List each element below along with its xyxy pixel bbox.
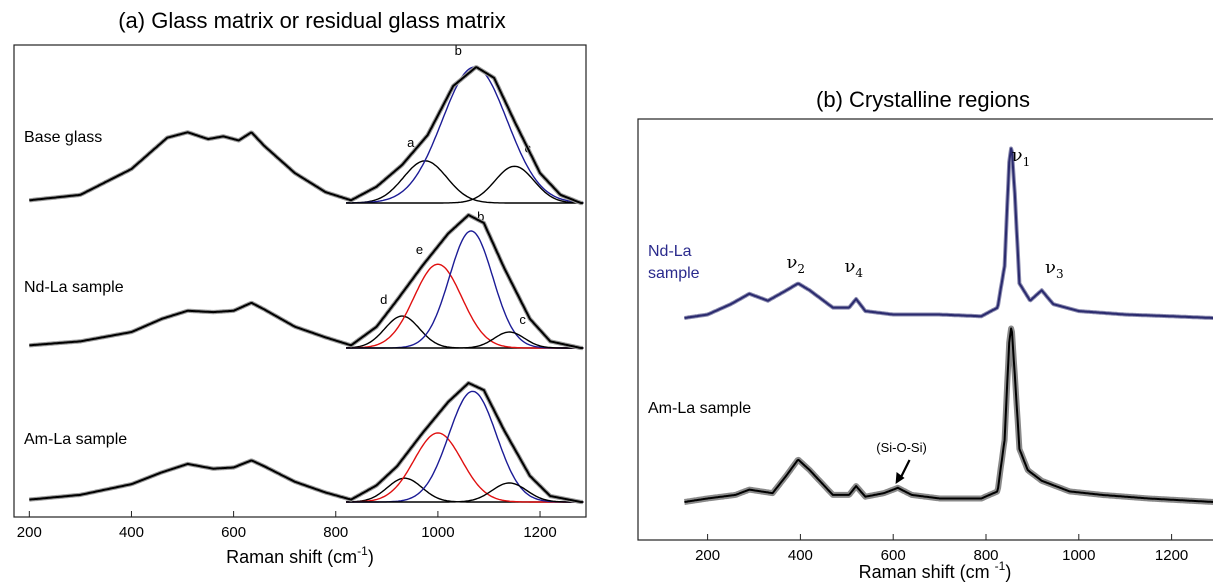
panel-a-spectrum-line bbox=[29, 382, 583, 503]
panel-a-band-label: c bbox=[519, 312, 526, 327]
panel-a-tick-label: 600 bbox=[221, 524, 246, 541]
panel-b-series-label: sample bbox=[648, 265, 700, 282]
panel-a-tick-label: 800 bbox=[323, 524, 348, 541]
panel-a-title: (a) Glass matrix or residual glass matri… bbox=[118, 8, 506, 33]
panel-b-mode-label: ν1 bbox=[1012, 145, 1031, 169]
panel-b-annotation-arrowhead bbox=[895, 472, 905, 484]
panel-a-band-curve bbox=[346, 482, 584, 503]
panel-b-spectrum-halo bbox=[682, 325, 1213, 505]
panel-b-series-label: Am-La sample bbox=[648, 400, 751, 417]
panel-a-tick-label: 200 bbox=[17, 524, 42, 541]
panel-a-x-axis-label: Raman shift (cm-1) bbox=[226, 544, 374, 567]
panel-b-mode-subscript: 1 bbox=[1023, 155, 1031, 169]
panel-a-spectrum-line bbox=[29, 66, 583, 204]
panel-b-tick-label: 600 bbox=[881, 547, 906, 564]
panel-a-tick-label: 400 bbox=[119, 524, 144, 541]
panel-b-mode-symbol: ν bbox=[844, 256, 855, 277]
panel-a-band-curve bbox=[346, 230, 584, 349]
panel-b-series-label: Nd-La bbox=[648, 243, 692, 260]
panel-b-mode-symbol: ν bbox=[1012, 145, 1023, 166]
panel-a-spectrum-line bbox=[29, 214, 583, 349]
panel-b-title: (b) Crystalline regions bbox=[816, 87, 1030, 112]
panel-a-band-label: b bbox=[477, 209, 484, 224]
panel-b-annotation-label: (Si-O-Si) bbox=[876, 440, 927, 455]
panel-b-spectrum-line bbox=[684, 147, 1213, 319]
panel-a-band-label: d bbox=[380, 292, 387, 307]
panel-b-mode-subscript: 4 bbox=[855, 266, 863, 280]
panel-a-frame bbox=[13, 44, 587, 518]
panel-b-mode-label: ν3 bbox=[1045, 257, 1064, 281]
panel-a-band-label: b bbox=[455, 43, 462, 58]
panel-a-x-ticks: 200 400 600 800 1000 1200 bbox=[17, 511, 557, 541]
panel-a-band-curve bbox=[346, 66, 584, 204]
panel-b-x-axis-label-superscript: -1 bbox=[995, 559, 1006, 573]
panel-b-spectrum-halo bbox=[683, 146, 1213, 320]
panel-b-mode-subscript: 3 bbox=[1056, 267, 1064, 281]
panel-b-x-ticks: 200 400 600 800 1000 1200 bbox=[695, 534, 1188, 564]
panel-a-band-curve bbox=[346, 165, 584, 204]
panel-a-series-label: Am-La sample bbox=[24, 431, 127, 448]
panel-b-tick-label: 400 bbox=[788, 547, 813, 564]
panel-a-band-label: a bbox=[407, 135, 415, 150]
panel-a-band-curve bbox=[346, 331, 584, 349]
panel-a-band-curve bbox=[346, 160, 584, 204]
panel-a-spectrum-halo bbox=[28, 65, 584, 206]
panel-a-tick-label: 1000 bbox=[421, 524, 454, 541]
panel-b-tick-label: 200 bbox=[695, 547, 720, 564]
panel-b-tick-label: 800 bbox=[973, 547, 998, 564]
panel-a-band-curve bbox=[346, 390, 584, 503]
panel-a-x-axis-label-superscript: -1 bbox=[357, 544, 368, 558]
panel-a-tick-label: 1200 bbox=[523, 524, 556, 541]
panel-b-mode-symbol: ν bbox=[786, 252, 797, 273]
panel-b-tick-label: 1000 bbox=[1062, 547, 1095, 564]
panel-b-x-axis-label: Raman shift (cm -1) bbox=[859, 559, 1012, 582]
panel-a-band-label: e bbox=[416, 242, 423, 257]
panel-b-mode-symbol: ν bbox=[1045, 257, 1056, 278]
panel-b-mode-label: ν2 bbox=[786, 252, 805, 276]
panel-b-spectrum-line bbox=[684, 327, 1213, 503]
panel-a-series-label: Nd-La sample bbox=[24, 279, 124, 296]
panel-b-mode-subscript: 2 bbox=[797, 262, 805, 276]
panel-a-band-curve bbox=[345, 432, 584, 503]
panel-a-series-label: Base glass bbox=[24, 129, 102, 146]
panel-b-tick-label: 1200 bbox=[1155, 547, 1188, 564]
panel-b-mode-label: ν4 bbox=[844, 256, 863, 280]
panel-b-frame bbox=[637, 118, 1213, 541]
